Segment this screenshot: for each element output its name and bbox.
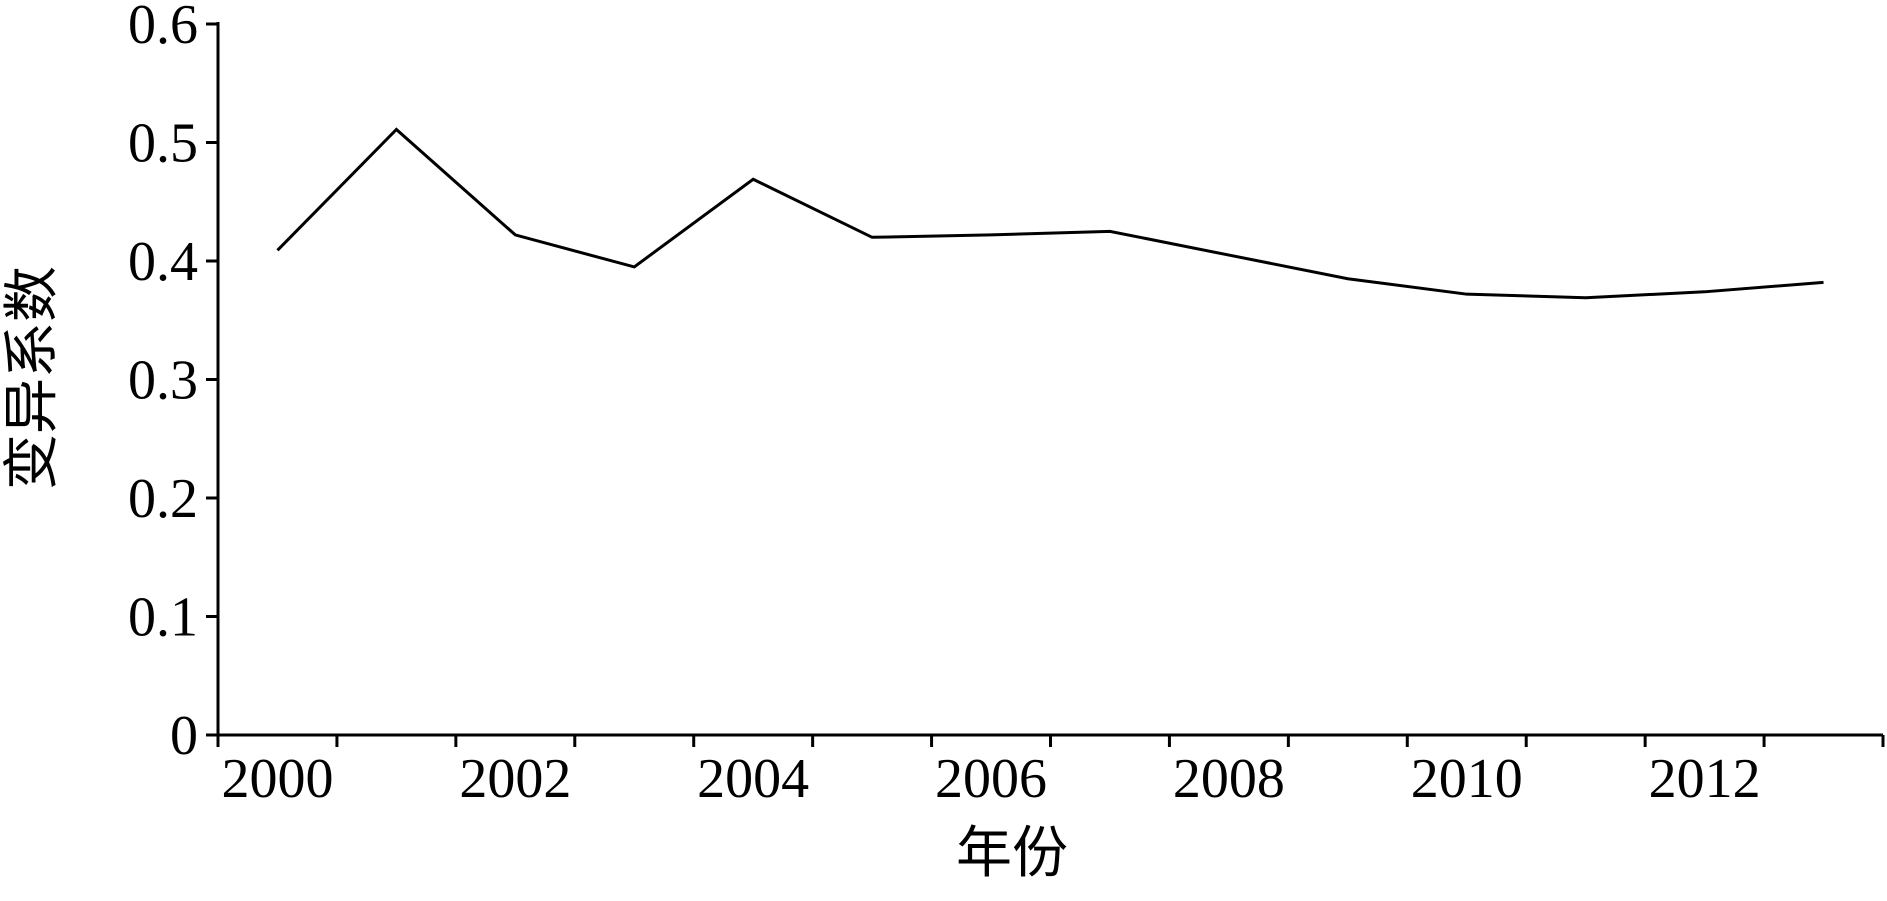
x-tick-label: 2000 [221,748,333,810]
y-tick-label: 0.3 [128,350,198,412]
x-tick-label: 2010 [1411,748,1523,810]
y-tick-label: 0.1 [128,587,198,649]
x-tick-label: 2004 [697,748,809,810]
x-tick-label: 2008 [1173,748,1285,810]
y-tick-label: 0.6 [128,0,198,56]
y-axis-label: 变异系数 [2,266,64,490]
x-axis-label: 年份 [956,823,1068,885]
y-tick-label: 0 [170,705,198,767]
y-tick-label: 0.2 [128,468,198,530]
y-tick-label: 0.5 [128,113,198,175]
x-tick-label: 2012 [1649,748,1761,810]
y-tick-label: 0.4 [128,231,198,293]
x-tick-label: 2002 [459,748,571,810]
data-line [276,127,1824,300]
x-tick-label: 2006 [935,748,1047,810]
